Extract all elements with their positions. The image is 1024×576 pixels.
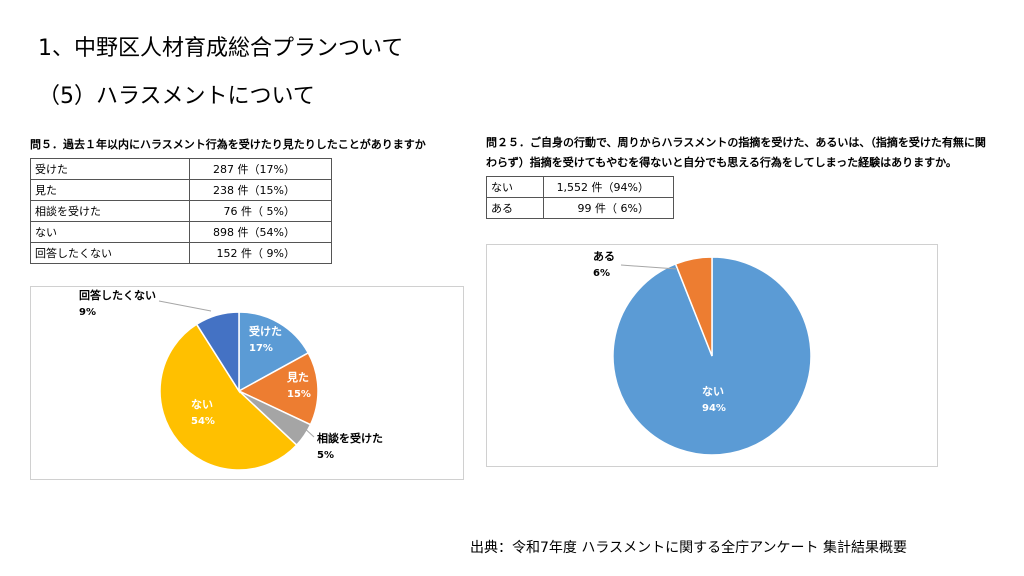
table-row: ある 99 件（ 6%） <box>486 197 674 219</box>
slice-category-label: ある <box>593 250 615 263</box>
slice-category-label: ない <box>191 398 213 411</box>
table-cell-label: ない <box>486 176 544 198</box>
table-cell-label: ある <box>486 197 544 219</box>
slice-percent-label: 17% <box>249 343 273 354</box>
table-cell-value: 76 件（ 5%） <box>189 200 332 222</box>
slice-percent-label: 54% <box>191 416 215 427</box>
table-row: ない 898 件（54%） <box>30 221 332 243</box>
q25-question-line2: わらず）指摘を受けてもやむを得ないと自分でも思える行為をしてしまった経験はありま… <box>486 156 957 169</box>
pie-slice <box>238 311 310 393</box>
table-cell-label: ない <box>30 221 190 243</box>
table-cell-value: 152 件（ 9%） <box>189 242 332 264</box>
slice-percent-label: 9% <box>79 307 96 318</box>
table-cell-label: 受けた <box>30 158 190 180</box>
q25-pie-chart: ない 94% ある 6% <box>593 250 812 456</box>
q5-question: 問５．過去１年以内にハラスメント行為を受けたり見たりしたことがありますか <box>30 138 426 151</box>
slice-percent-label: 94% <box>702 403 726 414</box>
q25-question-line1: 問２５．ご自身の行動で、周りからハラスメントの指摘を受けた、あるいは、（指摘を受… <box>486 136 986 149</box>
table-row: 回答したくない 152 件（ 9%） <box>30 242 332 264</box>
pie-slice <box>195 311 240 394</box>
table-row: 受けた 287 件（17%） <box>30 158 332 180</box>
table-row: 見た 238 件（15%） <box>30 179 332 201</box>
slice-category-label: ない <box>702 385 724 398</box>
table-row: 相談を受けた 76 件（ 5%） <box>30 200 332 222</box>
q5-table: 受けた 287 件（17%） 見た 238 件（15%） 相談を受けた 76 件… <box>30 158 332 264</box>
slice-category-label: 回答したくない <box>79 288 156 302</box>
table-cell-label: 回答したくない <box>30 242 190 264</box>
slice-category-label: 受けた <box>249 324 282 338</box>
table-cell-value: 238 件（15%） <box>189 179 332 201</box>
slice-category-label: 相談を受けた <box>317 431 383 445</box>
table-cell-label: 見た <box>30 179 190 201</box>
slice-percent-label: 5% <box>317 450 334 461</box>
table-cell-value: 99 件（ 6%） <box>543 197 674 219</box>
table-cell-label: 相談を受けた <box>30 200 190 222</box>
leader-line <box>158 300 212 312</box>
leader-line <box>300 424 315 438</box>
q25-chart-frame: ない 94% ある 6% <box>486 244 938 467</box>
slice-category-label: 見た <box>286 371 309 384</box>
table-cell-value: 1,552 件（94%） <box>543 176 674 198</box>
slide-title: 1、中野区人材育成総合プランついて <box>38 36 404 61</box>
source-note: 出典：令和7年度 ハラスメントに関する全庁アンケート 集計結果概要 <box>470 540 907 556</box>
slice-percent-label: 15% <box>287 389 311 400</box>
table-row: ない 1,552 件（94%） <box>486 176 674 198</box>
table-cell-value: 287 件（17%） <box>189 158 332 180</box>
table-cell-value: 898 件（54%） <box>189 221 332 243</box>
q5-chart-frame: 受けた 17% 見た 15% 相談を受けた 5% ない 54% 回答したくない 9% <box>30 286 464 480</box>
slice-percent-label: 6% <box>593 268 610 279</box>
q5-pie-chart: 受けた 17% 見た 15% 相談を受けた 5% ない 54% 回答したくない 9% <box>79 288 383 471</box>
q25-table: ない 1,552 件（94%） ある 99 件（ 6%） <box>486 176 674 219</box>
pie-slice <box>237 351 319 426</box>
pie-slice <box>674 256 713 357</box>
slide-subtitle: （5）ハラスメントについて <box>38 84 315 109</box>
leader-line <box>620 264 678 270</box>
pie-slice <box>159 323 298 471</box>
